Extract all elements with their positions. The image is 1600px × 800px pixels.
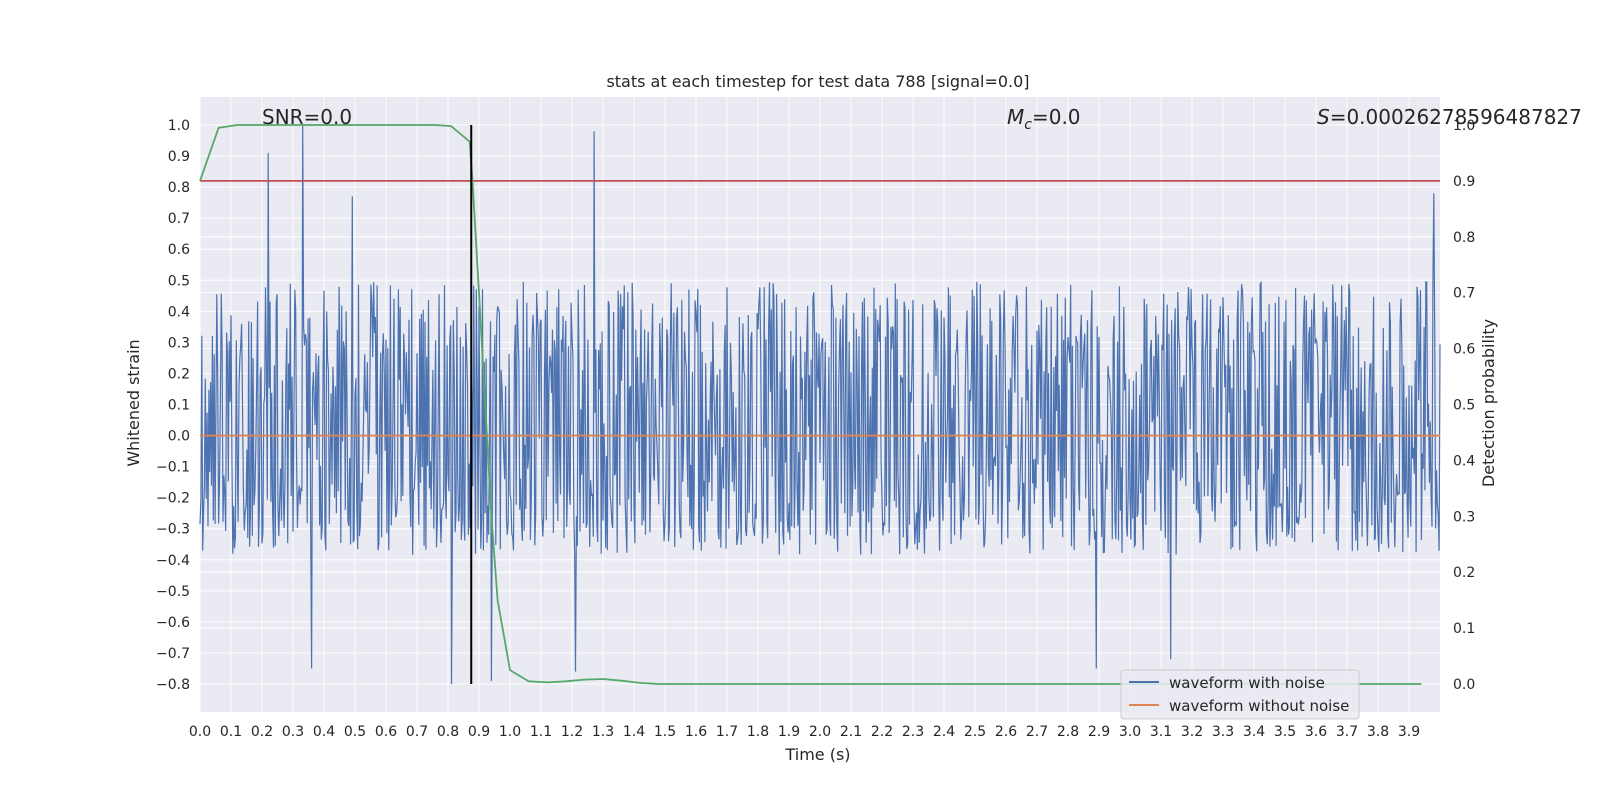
y-left-tick-label-8: 0.0 xyxy=(168,429,190,445)
x-tick-label-12: 1.2 xyxy=(561,724,583,740)
y-left-tick-label-11: 0.3 xyxy=(168,335,190,351)
y-left-tick-label-2: −0.6 xyxy=(156,615,190,631)
mc-value: =0.0 xyxy=(1032,105,1081,129)
y-left-tick-label-10: 0.2 xyxy=(168,366,190,382)
x-tick-label-8: 0.8 xyxy=(437,724,459,740)
legend: waveform with noise waveform without noi… xyxy=(1120,669,1360,720)
y-right-tick-label-5: 0.5 xyxy=(1453,398,1475,414)
x-tick-label-5: 0.5 xyxy=(344,724,366,740)
y-right-tick-labels: 0.0 0.1 0.2 0.3 0.4 0.5 0.6 0.7 0.8 0.9 1.0 xyxy=(1453,118,1475,693)
y-left-tick-label-16: 0.8 xyxy=(168,180,190,196)
y-right-tick-label-2: 0.2 xyxy=(1453,565,1475,581)
snr-annotation: SNR=0.0 xyxy=(262,105,352,129)
x-tick-label-15: 1.5 xyxy=(654,724,676,740)
x-tick-label-4: 0.4 xyxy=(313,724,335,740)
y-right-tick-label-10: 1.0 xyxy=(1453,118,1475,134)
legend-box xyxy=(1120,669,1360,720)
y-right-tick-label-8: 0.8 xyxy=(1453,230,1475,246)
x-tick-label-14: 1.4 xyxy=(623,724,645,740)
x-tick-label-39: 3.9 xyxy=(1398,724,1420,740)
y-left-tick-label-9: 0.1 xyxy=(168,398,190,414)
x-axis-label: Time (s) xyxy=(784,745,850,764)
legend-label-noise: waveform with noise xyxy=(1169,674,1325,692)
series-waveform-with-noise xyxy=(199,124,1441,685)
x-tick-label-31: 3.1 xyxy=(1150,724,1172,740)
x-tick-label-28: 2.8 xyxy=(1057,724,1079,740)
y-left-tick-label-14: 0.6 xyxy=(168,242,190,258)
x-tick-label-18: 1.8 xyxy=(747,724,769,740)
y-left-tick-label-0: −0.8 xyxy=(156,677,190,693)
y-left-tick-label-17: 0.9 xyxy=(168,149,190,165)
x-tick-label-2: 0.2 xyxy=(251,724,273,740)
x-tick-label-30: 3.0 xyxy=(1119,724,1141,740)
x-tick-labels: 0.0 0.1 0.2 0.3 0.4 0.5 0.6 0.7 0.8 0.9 1.0 1.1 1.2 1… xyxy=(189,724,1420,740)
y-right-tick-label-1: 0.1 xyxy=(1453,621,1475,637)
y-left-tick-label-3: −0.5 xyxy=(156,584,190,600)
x-tick-label-24: 2.4 xyxy=(933,724,955,740)
x-tick-label-27: 2.7 xyxy=(1026,724,1048,740)
x-tick-label-37: 3.7 xyxy=(1336,724,1358,740)
s-annotation: S=0.00026278596487827 xyxy=(1317,105,1582,129)
y-right-tick-label-9: 0.9 xyxy=(1453,174,1475,190)
x-tick-label-0: 0.0 xyxy=(189,724,211,740)
y-left-tick-labels: −0.8 −0.7 −0.6 −0.5 −0.4 −0.3 −0.2 −0.1 0.0 0.1 0.… xyxy=(156,118,190,693)
y-right-tick-label-7: 0.7 xyxy=(1453,286,1475,302)
x-tick-label-9: 0.9 xyxy=(468,724,490,740)
y-left-tick-label-18: 1.0 xyxy=(168,118,190,134)
x-tick-label-10: 1.0 xyxy=(499,724,521,740)
x-tick-label-36: 3.6 xyxy=(1305,724,1327,740)
mc-symbol: M xyxy=(1007,105,1024,129)
chart-title: stats at each timestep for test data 788… xyxy=(606,72,1029,91)
legend-label-clean: waveform without noise xyxy=(1169,697,1349,715)
y-right-tick-label-0: 0.0 xyxy=(1453,677,1475,693)
y-left-tick-label-15: 0.7 xyxy=(168,211,190,227)
y-left-tick-label-1: −0.7 xyxy=(156,646,190,662)
y-left-tick-label-4: −0.4 xyxy=(156,553,190,569)
series-detection-probability xyxy=(199,124,1422,685)
x-tick-label-17: 1.7 xyxy=(716,724,738,740)
x-tick-label-32: 3.2 xyxy=(1181,724,1203,740)
x-tick-label-19: 1.9 xyxy=(778,724,800,740)
s-value: =0.00026278596487827 xyxy=(1330,105,1582,129)
x-tick-label-34: 3.4 xyxy=(1243,724,1265,740)
noise-trace xyxy=(199,124,1441,685)
y-right-tick-label-3: 0.3 xyxy=(1453,509,1475,525)
x-tick-label-35: 3.5 xyxy=(1274,724,1296,740)
y-left-tick-label-5: −0.3 xyxy=(156,522,190,538)
y-right-tick-label-6: 0.6 xyxy=(1453,342,1475,358)
x-tick-label-11: 1.1 xyxy=(530,724,552,740)
x-tick-label-13: 1.3 xyxy=(592,724,614,740)
y-axis-label-right: Detection probability xyxy=(1479,319,1498,487)
x-tick-label-38: 3.8 xyxy=(1367,724,1389,740)
x-tick-label-29: 2.9 xyxy=(1088,724,1110,740)
x-tick-label-3: 0.3 xyxy=(282,724,304,740)
x-tick-label-33: 3.3 xyxy=(1212,724,1234,740)
x-tick-label-26: 2.6 xyxy=(995,724,1017,740)
y-left-tick-label-12: 0.4 xyxy=(168,304,190,320)
mc-annotation: Mc=0.0 xyxy=(1007,105,1081,133)
y-left-tick-label-6: −0.2 xyxy=(156,491,190,507)
x-tick-label-1: 0.1 xyxy=(220,724,242,740)
x-tick-label-16: 1.6 xyxy=(685,724,707,740)
y-right-tick-label-4: 0.4 xyxy=(1453,453,1475,469)
x-tick-label-23: 2.3 xyxy=(902,724,924,740)
y-left-tick-label-7: −0.1 xyxy=(156,460,190,476)
y-left-tick-label-13: 0.5 xyxy=(168,273,190,289)
y-axis-label-left: Whitened strain xyxy=(124,339,143,466)
x-tick-label-6: 0.6 xyxy=(375,724,397,740)
x-tick-label-25: 2.5 xyxy=(964,724,986,740)
mc-subscript: c xyxy=(1024,117,1032,133)
x-tick-label-20: 2.0 xyxy=(809,724,831,740)
x-tick-label-22: 2.2 xyxy=(871,724,893,740)
x-tick-label-21: 2.1 xyxy=(840,724,862,740)
s-symbol: S xyxy=(1317,105,1330,129)
x-tick-label-7: 0.7 xyxy=(406,724,428,740)
